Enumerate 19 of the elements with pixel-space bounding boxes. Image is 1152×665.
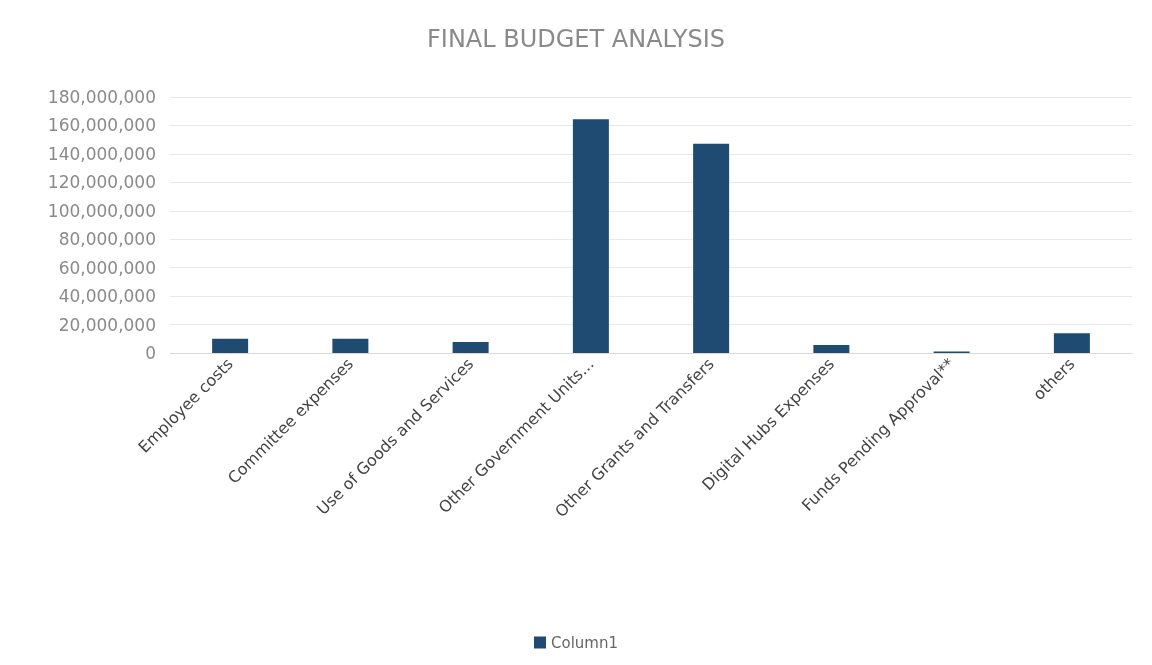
bar bbox=[813, 344, 850, 353]
y-tick-label: 40,000,000 bbox=[58, 286, 156, 307]
y-tick-label: 180,000,000 bbox=[47, 87, 156, 107]
y-tick-label: 0 bbox=[145, 343, 156, 363]
chart-title: FINAL BUDGET ANALYSIS bbox=[427, 25, 725, 53]
y-tick-label: 20,000,000 bbox=[58, 314, 156, 335]
y-tick-label: 80,000,000 bbox=[58, 229, 156, 250]
y-tick-label: 160,000,000 bbox=[47, 115, 156, 136]
bar bbox=[212, 338, 249, 353]
legend-label: Column1 bbox=[551, 633, 619, 652]
bar bbox=[332, 338, 369, 353]
y-tick-label: 140,000,000 bbox=[47, 143, 156, 164]
bar bbox=[572, 119, 609, 353]
bar bbox=[1053, 333, 1090, 353]
y-tick-label: 100,000,000 bbox=[47, 200, 156, 221]
y-tick-label: 120,000,000 bbox=[47, 172, 156, 193]
bar bbox=[452, 341, 489, 353]
bar bbox=[693, 143, 730, 353]
y-tick-label: 60,000,000 bbox=[58, 257, 156, 278]
